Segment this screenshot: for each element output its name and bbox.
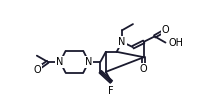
Text: F: F <box>108 86 114 96</box>
Text: O: O <box>162 25 169 35</box>
Text: O: O <box>33 64 41 74</box>
Text: O: O <box>140 64 148 74</box>
Text: OH: OH <box>169 38 184 48</box>
Text: N: N <box>118 37 126 47</box>
Text: N: N <box>85 57 93 67</box>
Text: N: N <box>56 57 64 67</box>
